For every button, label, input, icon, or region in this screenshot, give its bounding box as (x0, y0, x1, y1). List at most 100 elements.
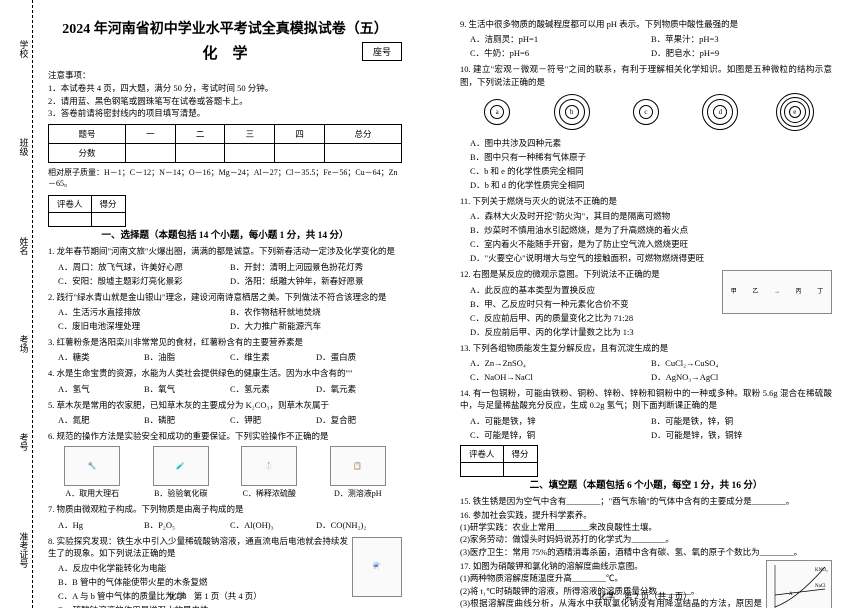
q13-a: A．Zn→ZnSO₄ (470, 356, 651, 370)
question-14: 14. 有一包铜粉，可能由铁粉、铜粉、锌粉、锌粉和铜粉中的一种或多种。取粉 5.… (460, 387, 832, 412)
ph-paper-icon: 📋 (330, 446, 386, 486)
q7-d: D．CO(NH₂)₂ (316, 518, 402, 532)
reviewer-table-2: 评卷人得分 (460, 445, 538, 477)
question-16: 16. 参加社会实践，提升科学素养。 (1)研学实践：农业上常用________… (460, 509, 832, 558)
q5-d: D．复合肥 (316, 413, 402, 427)
question-1: 1. 龙年春节期间"河南文旅"火爆出圈，满满的都是诚意。下列新春活动一定涉及化学… (48, 245, 402, 257)
q1-a: A．周口：放飞气球，许美好心愿 (58, 260, 230, 274)
q5-b: B．磷肥 (144, 413, 230, 427)
reviewer-label-2: 评卷人 (461, 445, 504, 462)
q10-c: C．b 和 e 的化学性质完全相同 (470, 164, 832, 178)
q12-fig-bing: 丙 (796, 288, 802, 297)
score-col-num: 题号 (49, 125, 126, 144)
q15-text: 铁生锈是因为空气中含有________；"酉气东输"的气体中含有的主要成分是__… (473, 496, 794, 506)
binding-school: 学校 (18, 40, 31, 58)
subject-title: 化 学 座号 (48, 42, 402, 63)
q7-options: A．Hg B．P₂O₅ C．Al(OH)₃ D．CO(NH₂)₂ (58, 518, 402, 532)
q6-text: 规范的操作方法是实验安全和成功的重要保证。下列实验操作不正确的是 (57, 431, 329, 441)
q1-c: C．安阳：殷墟主题彩灯亮化景彩 (58, 274, 230, 288)
q2-b: B．农作物秸秆就地焚烧 (230, 305, 402, 319)
q8-num: 8. (48, 536, 54, 546)
seat-number-box: 座号 (362, 42, 402, 61)
q2-options: A．生活污水直接排放 B．农作物秸秆就地焚烧 C．废旧电池深埋处理 D．大力推广… (58, 305, 402, 333)
score-value-row: 分数 (49, 144, 402, 163)
question-4: 4. 水是生命宝贵的资源，水能为人类社会提供绿色的健康生活。因为水中含有的"" (48, 367, 402, 379)
q14-options: A．可能是铁，锌 B．可能是铁，锌，铜 C．可能是锌，铜 D．可能是锌，铁，铜锌 (470, 414, 832, 442)
q4-options: A．氢气 B．氧气 C．氢元素 D．氧元素 (58, 382, 402, 396)
q11-b: B．炒菜时不慎用油水引起燃烧，是为了升高燃烧的着火点 (470, 223, 832, 237)
q1-b: B．开封：清明上河园景色扮花灯秀 (230, 260, 402, 274)
q9-num: 9. (460, 19, 466, 29)
q6-fig-b-cap: B．验验氧化碳 (154, 488, 207, 499)
q3-a: A．糖类 (58, 350, 144, 364)
q13-num: 13. (460, 343, 471, 353)
q10-options: A．图中共涉及四种元素 B．图中只有一种稀有气体原子 C．b 和 e 的化学性质… (470, 136, 832, 192)
q16-sub1: (1)研学实践：农业上常用________来改良酸性土壤。 (460, 521, 832, 533)
q12-b: B．甲、乙反应时只有一种元素化合价不变 (470, 297, 718, 311)
q1-options: A．周口：放飞气球，许美好心愿 B．开封：清明上河园景色扮花灯秀 C．安阳：殷墟… (58, 260, 402, 288)
q14-b: B．可能是铁，锌，铜 (651, 414, 832, 428)
q2-d: D．大力推广新能源汽车 (230, 319, 402, 333)
notice-item-1: 1．本试卷共 4 页，四大题，满分 50 分，考试时间 50 分钟。 (48, 82, 402, 95)
atom-a-icon: a (467, 92, 527, 132)
q2-num: 2. (48, 292, 54, 302)
q12-d: D．反应前后甲、丙的化学计量数之比为 1:3 (470, 325, 718, 339)
q1-text: 龙年春节期间"河南文旅"火爆出圈，满满的都是诚意。下列新春活动一定涉及化学变化的… (57, 246, 395, 256)
page-2: 9. 生活中很多物质的酸碱程度都可以用 pH 表示。下列物质中酸性最强的是 A．… (430, 0, 860, 608)
q9-a: A．洁厕灵：pH=1 (470, 32, 651, 46)
q13-text: 下列各组物质能发生复分解反应，且有沉淀生成的是 (473, 343, 669, 353)
q6-fig-a: 🔧 A．取用大理石 (64, 446, 120, 499)
binding-dash-line (32, 0, 33, 608)
q2-a: A．生活污水直接排放 (58, 305, 230, 319)
q4-text: 水是生命宝贵的资源，水能为人类社会提供绿色的健康生活。因为水中含有的"" (57, 368, 353, 378)
q14-text: 有一包铜粉，可能由铁粉、铜粉、锌粉、锌粉和铜粉中的一种或多种。取粉 5.6g 混… (460, 388, 832, 410)
q11-a: A．森林大火及时开挖"防火沟"，其目的是隔离可燃物 (470, 209, 832, 223)
q11-c: C．室内着火不能随手开窗，是为了防止空气流入燃烧更旺 (470, 237, 832, 251)
q6-fig-c: 🥼 C．稀释浓硫酸 (241, 446, 297, 499)
subject-text: 化 学 (202, 46, 247, 62)
main-title: 2024 年河南省初中学业水平考试全真模拟试卷（五） (48, 18, 402, 38)
section-1-title: 一、选择题（本题包括 14 个小题，每小题 1 分，共 14 分） (48, 227, 402, 241)
q12-fig-jia: 甲 (731, 288, 737, 297)
q16-sub3: (3)医疗卫生：常用 75%的酒精消毒杀菌，酒精中含有碳、氢、氧的原子个数比为_… (460, 546, 832, 558)
question-7: 7. 物质由微观粒子构成。下列物质是由离子构成的是 (48, 503, 402, 515)
q10-d: D．b 和 d 的化学性质完全相同 (470, 178, 832, 192)
q7-num: 7. (48, 504, 54, 514)
q2-c: C．废旧电池深埋处理 (58, 319, 230, 333)
reaction-diagram-icon: 甲 乙 → 丙 丁 (722, 270, 832, 314)
question-3: 3. 红薯粉条是洛阳栾川非常常见的食材，红薯粉含有的主要营养素是 (48, 336, 402, 348)
q10-b: B．图中只有一种稀有气体原子 (470, 150, 832, 164)
page-1-footer: 化学 第 1 页（共 4 页） (0, 590, 430, 602)
q16-text: 参加社会实践，提升科学素养。 (473, 510, 592, 520)
atom-e-icon: e (765, 92, 825, 132)
q8-b: B．B 管中的气体能使带火星的木条复燃 (58, 575, 348, 589)
q14-num: 14. (460, 388, 471, 398)
q3-text: 红薯粉条是洛阳栾川非常常见的食材，红薯粉含有的主要营养素是 (57, 337, 304, 347)
q17-text: 如图为硝酸钾和氯化钠的溶解度曲线示意图。 (473, 561, 643, 571)
q13-b: B．CuCl₂→CuSO₄ (651, 356, 832, 370)
q5-c: C．钾肥 (230, 413, 316, 427)
svg-text:NaCl: NaCl (815, 584, 826, 589)
q5-a: A．氮肥 (58, 413, 144, 427)
q3-c: C．维生素 (230, 350, 316, 364)
q7-c: C．Al(OH)₃ (230, 518, 316, 532)
score-col-1: 一 (126, 125, 176, 144)
page-1: 学校 班级 姓名 考场 考号 准考证号 2024 年河南省初中学业水平考试全真模… (0, 0, 430, 608)
atom-c-icon: c (616, 92, 676, 132)
q9-options: A．洁厕灵：pH=1 B．苹果汁：pH=3 C．牛奶：pH=6 D．肥皂水：pH… (470, 32, 832, 60)
q5-options: A．氮肥 B．磷肥 C．钾肥 D．复合肥 (58, 413, 402, 427)
score-label: 得分 (91, 196, 125, 213)
score-table: 题号 一 二 三 四 总分 分数 (48, 124, 402, 163)
q16-sub2: (2)家务劳动：做馒头时妈妈说苏打的化学式为________。 (460, 533, 832, 545)
q12-c: C．反应前后甲、丙的质量变化之比为 71:28 (470, 311, 718, 325)
q9-d: D．肥皂水：pH=9 (651, 46, 832, 60)
q17-num: 17. (460, 561, 471, 571)
q3-b: B．油脂 (144, 350, 230, 364)
binding-examno: 考号 (18, 433, 31, 451)
q3-num: 3. (48, 337, 54, 347)
page-2-footer: 化学 第 2 页（共 4 页） (430, 590, 860, 602)
q4-num: 4. (48, 368, 54, 378)
q11-text: 下列关于燃烧与灭火的说法不正确的是 (472, 196, 617, 206)
score-col-2: 二 (175, 125, 225, 144)
q5-text: 草木灰是常用的农家肥，已知草木灰的主要成分为 K₂CO₃，则草木灰属于 (57, 400, 330, 410)
